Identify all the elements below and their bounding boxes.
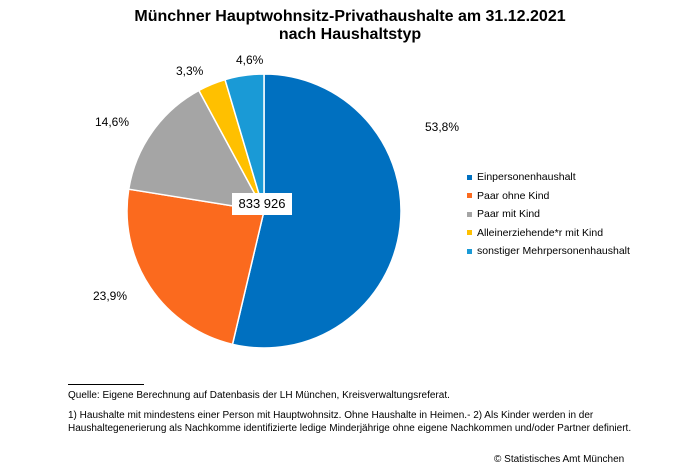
legend-item: Paar ohne Kind [467,187,630,206]
chart-subtitle: nach Haushaltstyp [278,26,422,43]
legend-label: Alleinerziehende*r mit Kind [477,226,604,239]
footnote: 1) Haushalte mit mindestens einer Person… [68,410,632,434]
slice-label-0: 53,8% [425,120,459,134]
total-label: 833 926 [232,193,292,215]
legend-item: Paar mit Kind [467,205,630,224]
legend-item: Alleinerziehende*r mit Kind [467,224,630,243]
legend-item: Einpersonenhaushalt [467,168,630,187]
legend-label: Einpersonenhaushalt [477,171,576,184]
slice-label-3: 3,3% [176,64,204,78]
copyright: © Statistisches Amt München [494,454,625,465]
chart-title: Münchner Hauptwohnsitz-Privathaushalte a… [134,8,566,25]
legend-label: sonstiger Mehrpersonenhaushalt [477,245,630,258]
slice-label-1: 23,9% [93,289,127,303]
pie-slice-1 [126,188,265,346]
slice-label-2: 14,6% [95,115,129,129]
legend-item: sonstiger Mehrpersonenhaushalt [467,242,630,261]
legend-label: Paar mit Kind [477,208,541,221]
legend-swatch [467,248,472,254]
slice-label-4: 4,6% [236,53,264,67]
pie-slice-0 [231,73,402,349]
legend-swatch [467,193,472,199]
pie-slice-2 [127,89,266,212]
legend-swatch [467,211,472,217]
legend-swatch [467,174,472,180]
source-note: Quelle: Eigene Berechnung auf Datenbasis… [68,390,450,401]
legend-label: Paar ohne Kind [477,189,550,202]
pie-slice-4 [224,73,265,212]
legend: Einpersonenhaushalt Paar ohne Kind Paar mi… [467,168,630,261]
footnote-rule [68,384,144,385]
legend-swatch [467,230,472,236]
